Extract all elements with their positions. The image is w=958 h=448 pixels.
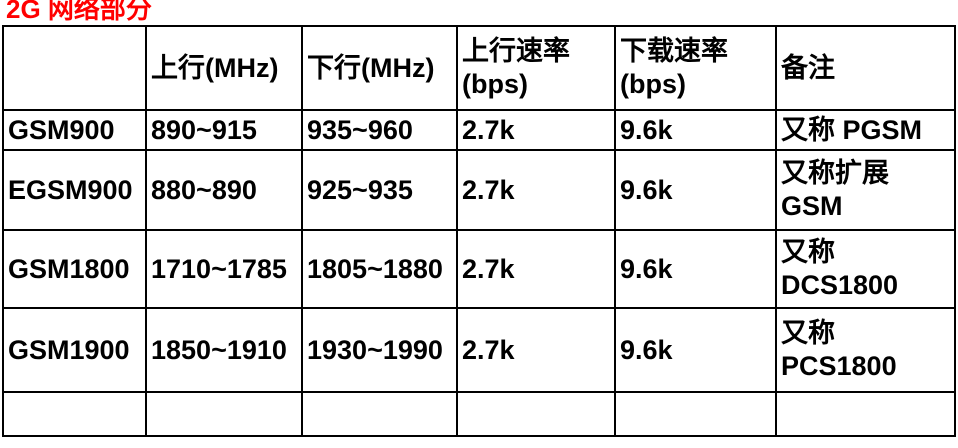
- page: 2G 网络部分 上行(MHz) 下行(MHz) 上行速率 (bps) 下载速率 …: [2, 0, 956, 437]
- cell-download-rate: 9.6k: [614, 149, 777, 231]
- cell-downlink-freq: [301, 391, 458, 437]
- cell-download-rate: 9.6k: [614, 109, 777, 151]
- header-cell-note: 备注: [775, 25, 956, 111]
- cell-note: 又称扩展 GSM: [775, 149, 956, 231]
- cell-network-name: GSM1900: [2, 307, 147, 393]
- cell-note: 又称 PCS1800: [775, 307, 956, 393]
- table-row-gsm1900: GSM1900 1850~1910 1930~1990 2.7k 9.6k 又称…: [2, 307, 956, 393]
- table-row-gsm900: GSM900 890~915 935~960 2.7k 9.6k 又称 PGSM: [2, 109, 956, 151]
- cell-uplink-freq: 1710~1785: [145, 229, 303, 309]
- 2g-network-table: 上行(MHz) 下行(MHz) 上行速率 (bps) 下载速率 (bps) 备注…: [2, 25, 956, 437]
- cell-download-rate: 9.6k: [614, 229, 777, 309]
- cell-note: 又称 DCS1800: [775, 229, 956, 309]
- cell-downlink-freq: 1930~1990: [301, 307, 458, 393]
- cell-uplink-freq: [145, 391, 303, 437]
- table-row-egsm900: EGSM900 880~890 925~935 2.7k 9.6k 又称扩展 G…: [2, 149, 956, 231]
- cell-network-name: EGSM900: [2, 149, 147, 231]
- cell-note: [775, 391, 956, 437]
- cell-downlink-freq: 925~935: [301, 149, 458, 231]
- header-cell-blank: [2, 25, 147, 111]
- header-cell-uplink-rate: 上行速率 (bps): [456, 25, 616, 111]
- header-row: 上行(MHz) 下行(MHz) 上行速率 (bps) 下载速率 (bps) 备注: [2, 25, 956, 111]
- cell-note: 又称 PGSM: [775, 109, 956, 151]
- cell-uplink-freq: 1850~1910: [145, 307, 303, 393]
- cell-uplink-rate: 2.7k: [456, 229, 616, 309]
- header-cell-downlink-freq: 下行(MHz): [301, 25, 458, 111]
- cell-uplink-rate: 2.7k: [456, 149, 616, 231]
- cell-download-rate: 9.6k: [614, 307, 777, 393]
- cell-downlink-freq: 935~960: [301, 109, 458, 151]
- cell-network-name: [2, 391, 147, 437]
- cell-uplink-rate: 2.7k: [456, 109, 616, 151]
- cell-uplink-freq: 880~890: [145, 149, 303, 231]
- header-cell-uplink-freq: 上行(MHz): [145, 25, 303, 111]
- table-row-gsm1800: GSM1800 1710~1785 1805~1880 2.7k 9.6k 又称…: [2, 229, 956, 309]
- cell-uplink-rate: [456, 391, 616, 437]
- cell-download-rate: [614, 391, 777, 437]
- table-row-empty: [2, 391, 956, 437]
- header-cell-download-rate: 下载速率 (bps): [614, 25, 777, 111]
- page-title: 2G 网络部分: [6, 0, 152, 24]
- cell-uplink-freq: 890~915: [145, 109, 303, 151]
- cell-uplink-rate: 2.7k: [456, 307, 616, 393]
- cell-network-name: GSM900: [2, 109, 147, 151]
- cell-downlink-freq: 1805~1880: [301, 229, 458, 309]
- cell-network-name: GSM1800: [2, 229, 147, 309]
